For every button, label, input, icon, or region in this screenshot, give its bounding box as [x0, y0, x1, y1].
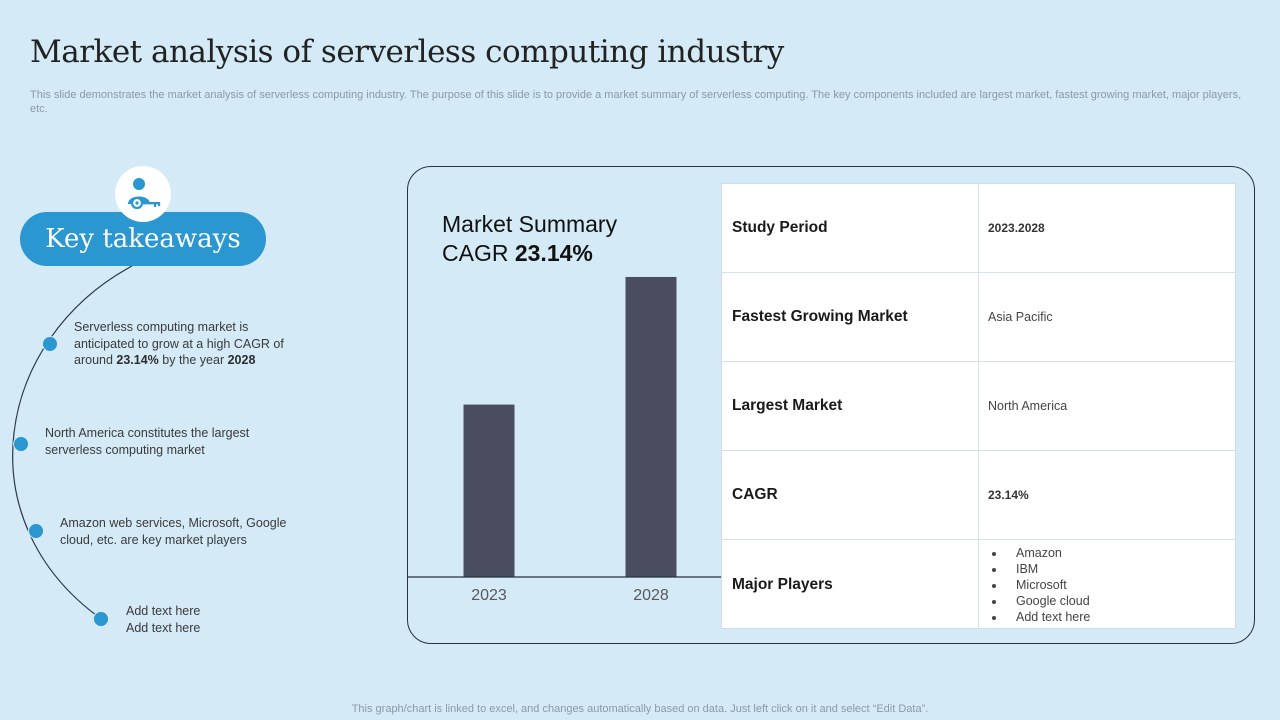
largest-market-label: Largest Market — [722, 362, 979, 450]
footer-note: This graph/chart is linked to excel, and… — [351, 703, 929, 715]
takeaway-bullet-dot — [28, 523, 44, 539]
takeaways-icon-circle — [115, 166, 171, 222]
major-players-list: Amazon IBM Microsoft Google cloud Add te… — [988, 545, 1090, 625]
page-title: Market analysis of serverless computing … — [30, 34, 784, 70]
market-summary-label: Market Summary — [442, 211, 618, 237]
market-summary-panel — [407, 166, 1255, 644]
cagr-value: 23.14% — [514, 240, 593, 266]
list-item: Google cloud — [1006, 593, 1090, 609]
summary-table: Study Period 2023.2028 Fastest Growing M… — [721, 183, 1236, 630]
takeaway-4-line-1: Add text here — [126, 604, 201, 618]
table-row: Fastest Growing Market Asia Pacific — [722, 273, 1235, 362]
page-subtitle: This slide demonstrates the market analy… — [30, 89, 1242, 115]
fastest-growing-value: Asia Pacific — [988, 310, 1053, 324]
major-players-label: Major Players — [722, 540, 979, 630]
major-players-value: Amazon IBM Microsoft Google cloud Add te… — [979, 540, 1235, 630]
key-takeaways-heading: Key takeaways — [20, 212, 266, 266]
study-period-value: 2023.2028 — [988, 221, 1045, 235]
list-item: Microsoft — [1006, 577, 1090, 593]
user-key-icon — [128, 178, 161, 210]
takeaway-item-2: North America constitutes the largest se… — [45, 426, 250, 457]
study-period-label: Study Period — [722, 184, 979, 272]
table-row: Study Period 2023.2028 — [722, 184, 1235, 273]
list-item: Amazon — [1006, 545, 1090, 561]
x-tick-label: 2028 — [633, 587, 669, 604]
takeaway-4-line-2: Add text here — [126, 620, 201, 635]
takeaway-bullet-dot — [13, 436, 29, 452]
table-row: Largest Market North America — [722, 362, 1235, 451]
bar-2023 — [463, 404, 515, 577]
list-item: IBM — [1006, 561, 1090, 577]
takeaways-arc — [12, 265, 133, 619]
takeaway-1-year: 2028 — [227, 353, 256, 367]
largest-market-value: North America — [988, 399, 1068, 413]
takeaway-1-mid: by the year — [158, 353, 228, 367]
takeaway-bullet-dot — [93, 611, 109, 627]
table-row: CAGR 23.14% — [722, 451, 1235, 540]
list-item: Add text here — [1006, 609, 1090, 625]
cagr-row-label: CAGR — [722, 451, 979, 539]
takeaway-item-4: Add text here Add text here — [126, 603, 276, 636]
takeaway-item-1: Serverless computing market is anticipat… — [74, 319, 299, 369]
market-summary-cagr: CAGR 23.14% — [442, 239, 593, 268]
takeaway-1-text: Serverless computing market is anticipat… — [74, 320, 284, 367]
takeaway-bullet-dot — [42, 336, 58, 352]
fastest-growing-label: Fastest Growing Market — [722, 273, 979, 361]
table-row: Major Players Amazon IBM Microsoft Googl… — [722, 540, 1235, 630]
x-tick-label: 2023 — [471, 587, 507, 604]
takeaway-1-cagr: 23.14% — [116, 353, 159, 367]
cagr-label: CAGR — [442, 240, 509, 266]
cagr-row-value: 23.14% — [988, 488, 1029, 502]
bar-2028 — [625, 276, 677, 577]
takeaway-item-3: Amazon web services, Microsoft, Google c… — [60, 516, 287, 547]
